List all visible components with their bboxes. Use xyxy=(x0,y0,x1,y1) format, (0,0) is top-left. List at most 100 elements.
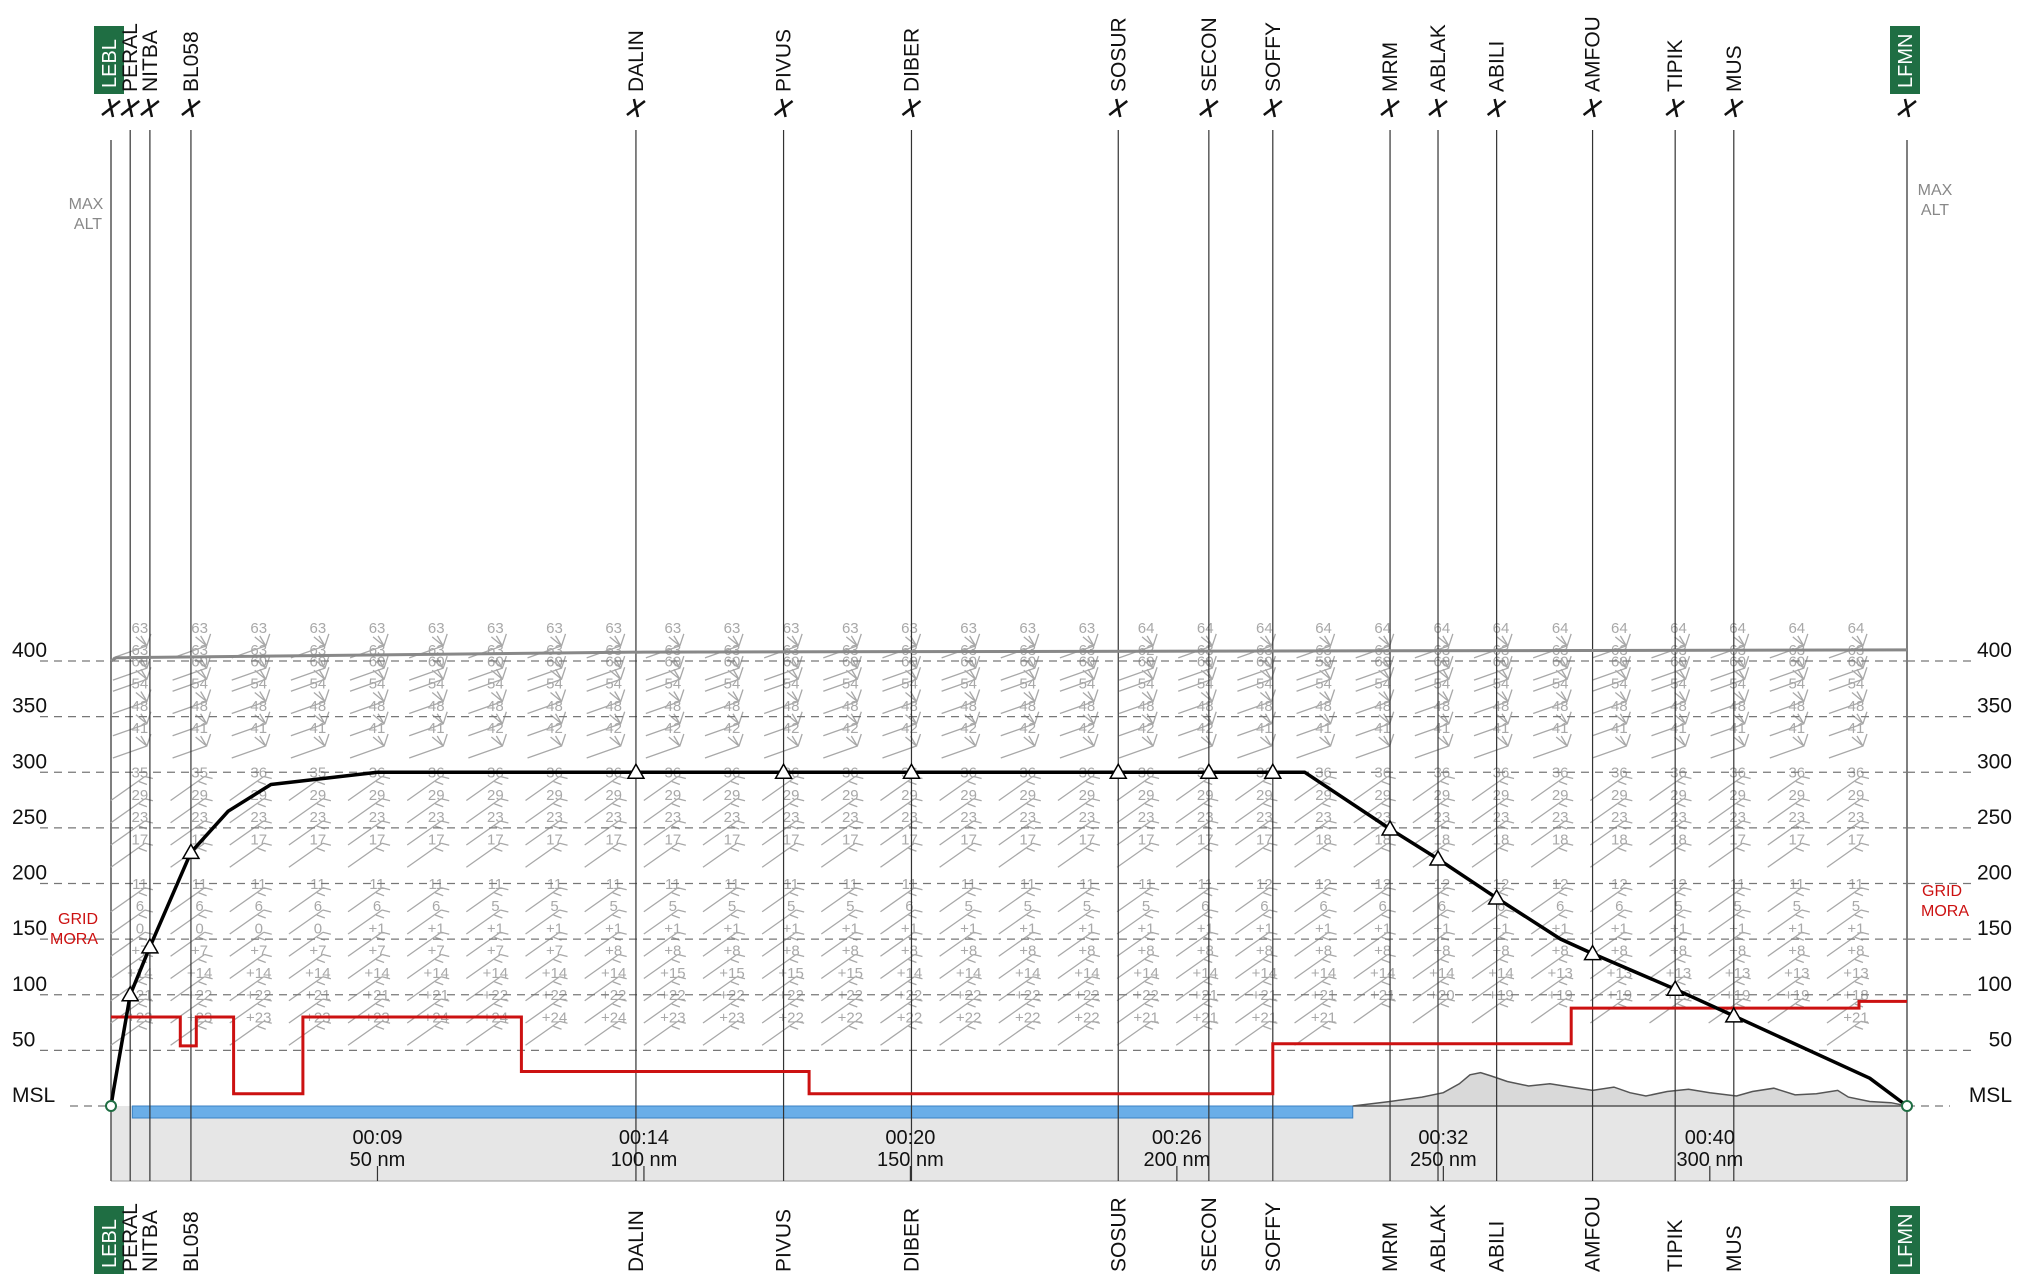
waypoint-label-top-lebl: LEBL xyxy=(94,26,124,94)
wind-barb xyxy=(406,775,450,802)
waypoint-label-top-dalin: DALIN xyxy=(625,30,648,92)
wind-barb xyxy=(525,1020,568,1046)
wind-temp-label: 48 xyxy=(724,698,741,715)
wind-barb-shaft xyxy=(1589,953,1633,980)
wind-temp-label: +1 xyxy=(901,920,918,937)
wind-barb xyxy=(939,798,982,824)
wind-barb-shaft xyxy=(584,976,627,1002)
wind-barb xyxy=(527,733,567,759)
wind-barb-shaft xyxy=(1412,953,1456,980)
waypoint-cross-icon xyxy=(1108,98,1129,118)
wind-barb xyxy=(1828,733,1868,759)
waypoint-name-top: PERAL xyxy=(119,23,142,92)
wind-barb-shaft xyxy=(406,798,450,824)
wind-barb-shaft xyxy=(1353,976,1396,1002)
wind-barb-shaft xyxy=(349,689,389,715)
wind-temp-label: 48 xyxy=(1552,698,1569,715)
wind-temp-label: 29 xyxy=(605,787,622,804)
wind-temp-label: 54 xyxy=(724,676,741,693)
wind-barb-shaft xyxy=(1828,667,1868,692)
wind-temp-label: 48 xyxy=(1788,698,1805,715)
wind-barb xyxy=(170,775,213,802)
wind-barb xyxy=(1412,953,1456,980)
wind-barb-shaft xyxy=(1175,998,1219,1024)
waypoint-label-bottom-abili: ABILI xyxy=(1486,1221,1509,1272)
wind-temp-label: +1 xyxy=(1729,920,1746,937)
waypoint-symbol xyxy=(1897,98,1917,118)
wind-barb-shaft xyxy=(525,1020,568,1046)
level-label-right: 400 xyxy=(1977,639,2012,662)
wind-temp-label: 12 xyxy=(1315,876,1332,893)
waypoint-symbol xyxy=(1108,98,1129,118)
wind-temp-label: 54 xyxy=(783,676,800,693)
wind-barb xyxy=(1767,976,1810,1002)
wind-barb xyxy=(465,775,509,802)
wind-barb xyxy=(465,887,509,913)
wind-barb-shaft xyxy=(763,689,803,715)
wind-barb-shaft xyxy=(643,887,686,913)
wind-barb xyxy=(1118,655,1158,681)
wind-barb-shaft xyxy=(288,820,332,846)
wind-barb-shaft xyxy=(702,976,746,1002)
wind-temp-label: 41 xyxy=(1670,720,1687,737)
wind-temp-label: +1 xyxy=(1433,920,1450,937)
wind-temp-label: 54 xyxy=(487,676,504,693)
wind-barb-shaft xyxy=(1471,798,1515,824)
wind-temp-label: 54 xyxy=(310,676,327,693)
wind-barb-shaft xyxy=(465,953,509,980)
wind-barb xyxy=(823,689,862,715)
wind-barb xyxy=(1116,976,1160,1002)
wind-barb xyxy=(288,842,332,868)
wind-temp-label: 6 xyxy=(255,898,263,915)
level-label-left: 400 xyxy=(12,639,47,662)
wind-barb-shaft xyxy=(880,1020,923,1046)
wind-temp-label: 17 xyxy=(1256,831,1273,848)
wind-barb-shaft xyxy=(1651,655,1691,681)
terrain-profile xyxy=(131,1071,1908,1119)
wind-barb xyxy=(170,976,213,1002)
wind-barb-shaft xyxy=(1296,633,1336,659)
wind-temp-label: 60 xyxy=(1079,653,1096,670)
wind-temp-label: 60 xyxy=(1434,653,1451,670)
wind-barb xyxy=(406,1020,450,1046)
wind-temp-label: 11 xyxy=(961,876,977,893)
wind-barb-shaft xyxy=(1769,689,1809,715)
wind-temp-label: 11 xyxy=(783,876,799,893)
wind-temp-label: 23 xyxy=(605,809,622,826)
wind-barb-shaft xyxy=(1826,909,1870,935)
wind-barb xyxy=(1649,798,1692,824)
wind-temp-label: 17 xyxy=(132,831,149,848)
wind-temp-label: +19 xyxy=(1725,987,1750,1004)
waypoint-label-top-lfmn: LFMN xyxy=(1890,26,1920,94)
wind-barb-shaft xyxy=(110,842,154,868)
wind-temp-label: 63 xyxy=(783,620,800,637)
wind-temp-label: +8 xyxy=(1788,943,1805,960)
wind-barb-shaft xyxy=(1767,842,1810,868)
wind-temp-label: 60 xyxy=(1138,653,1155,670)
wind-barb-shaft xyxy=(525,998,568,1024)
wind-temp-label: 11 xyxy=(251,876,267,893)
wind-barb xyxy=(290,733,330,759)
wind-barb xyxy=(1589,953,1633,980)
wind-barb-shaft xyxy=(229,887,272,913)
wind-temp-label: 54 xyxy=(546,676,563,693)
wind-barb xyxy=(465,998,509,1024)
wind-barb xyxy=(1178,733,1217,759)
wind-barb-shaft xyxy=(347,909,391,935)
wind-temp-label: 41 xyxy=(1315,720,1332,737)
wind-barb-shaft xyxy=(702,842,746,868)
waypoint-marker xyxy=(140,937,160,954)
wind-barb-shaft xyxy=(820,1020,864,1046)
wind-barb-shaft xyxy=(1057,976,1101,1002)
wind-barb xyxy=(998,775,1041,802)
wind-barb xyxy=(1414,655,1454,681)
wind-temp-label: 17 xyxy=(901,831,918,848)
wind-barb-shaft xyxy=(1355,733,1395,759)
wind-temp-label: 17 xyxy=(310,831,327,848)
wind-temp-label: +8 xyxy=(1019,943,1036,960)
wind-barb xyxy=(1473,689,1513,715)
wind-barb xyxy=(702,976,746,1002)
waypoint-marker xyxy=(1263,762,1283,779)
wind-temp-label: 64 xyxy=(1434,620,1451,637)
wind-barb xyxy=(643,775,686,802)
